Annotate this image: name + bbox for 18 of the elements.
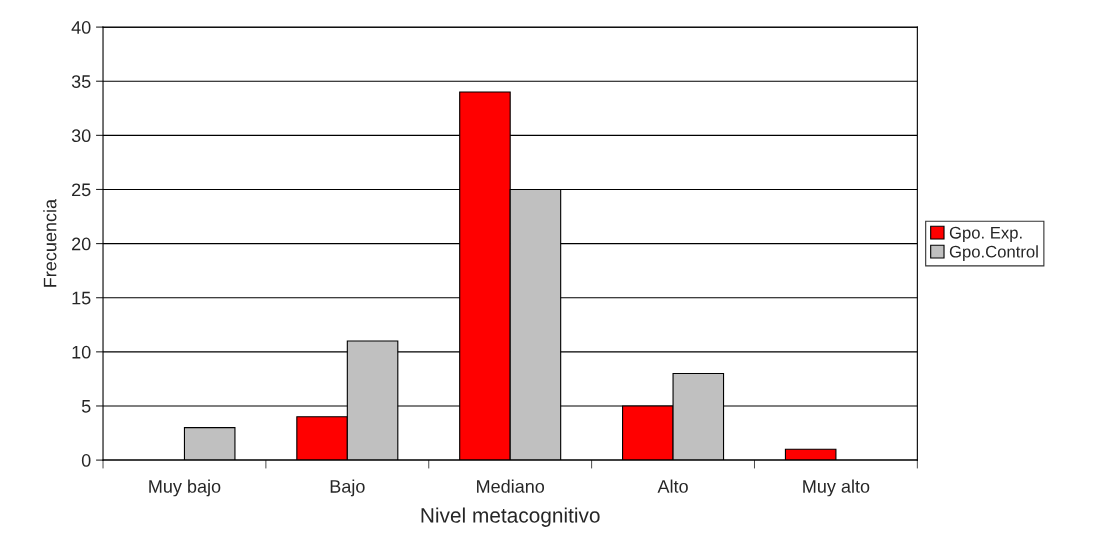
y-tick-label: 35 bbox=[71, 75, 91, 88]
x-axis-title: Nivel metacognitivo bbox=[421, 507, 600, 527]
x-tick-label: Muy alto bbox=[803, 479, 870, 497]
legend-label: Gpo. Exp. bbox=[949, 226, 1022, 242]
y-tick-label: 25 bbox=[72, 183, 91, 197]
y-tick-label: 20 bbox=[72, 237, 91, 251]
y-axis-title: Frecuencia bbox=[43, 198, 57, 287]
x-tick-label: Alto bbox=[657, 479, 688, 493]
y-tick-label: 10 bbox=[72, 345, 91, 359]
x-tick-label: Bajo bbox=[330, 479, 365, 497]
y-tick-label: 30 bbox=[71, 129, 91, 143]
y-tick-label: 15 bbox=[72, 291, 91, 305]
y-tick-label: 5 bbox=[81, 400, 91, 413]
y-tick-label: 0 bbox=[81, 454, 91, 467]
y-tick-label: 40 bbox=[71, 21, 91, 34]
x-tick-label: Muy bajo bbox=[149, 479, 221, 497]
legend-label: Gpo.Control bbox=[949, 245, 1038, 261]
x-tick-label: Mediano bbox=[477, 479, 545, 493]
